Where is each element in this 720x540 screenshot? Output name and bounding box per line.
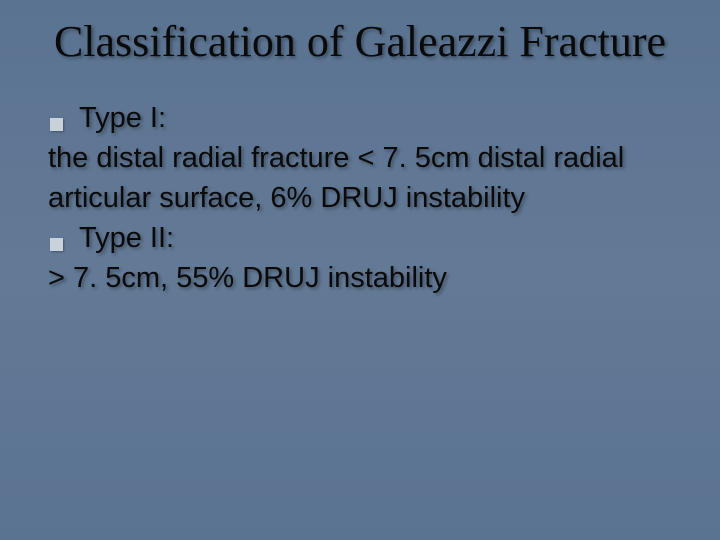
list-item-text: Type I:: [79, 98, 166, 138]
list-item-text: Type II:: [79, 218, 174, 258]
bullet-icon: [50, 238, 63, 251]
list-item-text: > 7. 5cm, 55% DRUJ instability: [48, 262, 447, 294]
slide-title: Classification of Galeazzi Fracture: [40, 18, 680, 66]
list-item: the distal radial fracture < 7. 5cm dist…: [48, 138, 680, 218]
bullet-icon: [50, 118, 63, 131]
list-item: Type I:: [48, 98, 680, 138]
list-item-text: the distal radial fracture < 7. 5cm dist…: [48, 142, 624, 214]
list-item: Type II:: [48, 218, 680, 258]
slide-body: Type I: the distal radial fracture < 7. …: [40, 98, 680, 298]
list-item: > 7. 5cm, 55% DRUJ instability: [48, 258, 680, 298]
slide: Classification of Galeazzi Fracture Type…: [0, 0, 720, 540]
